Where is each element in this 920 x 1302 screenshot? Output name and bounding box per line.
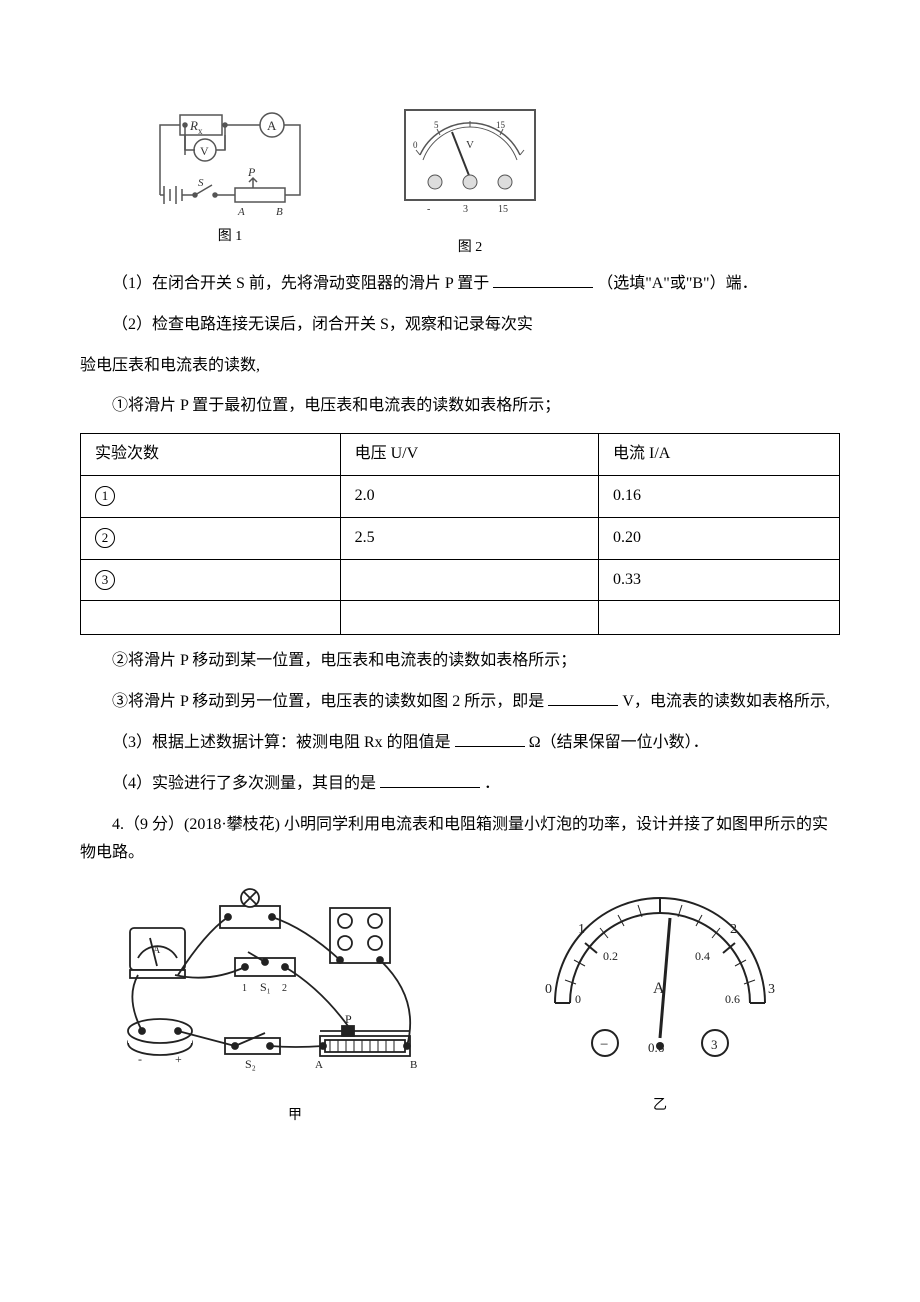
svg-text:B: B	[410, 1059, 417, 1071]
figure-1-caption: 图 1	[140, 224, 320, 249]
svg-text:S: S	[198, 177, 204, 189]
q3-text-b: Ω（结果保留一位小数）．	[529, 734, 709, 751]
q1-text-b: （选填"A"或"B"）端．	[597, 275, 757, 292]
table-cell	[340, 559, 598, 601]
q4-text-b: ．	[484, 775, 500, 792]
q1-blank[interactable]	[493, 272, 593, 288]
figure-1: R x A P A B S	[140, 100, 320, 250]
figure-2: 0 5 15 V - 3 15 图 2	[390, 100, 550, 250]
question-2-step3: ③将滑片 P 移动到另一位置，电压表的读数如图 2 所示，即是 V，电流表的读数…	[80, 688, 840, 717]
table-header: 电压 U/V	[340, 434, 598, 476]
question-2-step2: ②将滑片 P 移动到某一位置，电压表和电流表的读数如表格所示；	[80, 647, 840, 676]
svg-text:2: 2	[282, 983, 287, 994]
svg-text:+: +	[175, 1052, 182, 1066]
svg-text:0.6: 0.6	[725, 992, 740, 1006]
svg-text:3: 3	[711, 1037, 718, 1052]
svg-text:-: -	[138, 1052, 142, 1066]
svg-text:0: 0	[575, 992, 581, 1006]
table-row: 1 2.0 0.16	[81, 475, 840, 517]
svg-text:5: 5	[434, 120, 439, 130]
table-row: 2 2.5 0.20	[81, 517, 840, 559]
q3-text-a: （3）根据上述数据计算：被测电阻 Rx 的阻值是	[112, 734, 451, 751]
svg-text:A: A	[153, 945, 161, 956]
svg-text:0: 0	[413, 140, 418, 150]
table-header: 实验次数	[81, 434, 341, 476]
table-cell: 0.16	[598, 475, 839, 517]
svg-text:S₁: S₁	[260, 980, 271, 994]
svg-text:0: 0	[545, 982, 552, 997]
svg-text:-: -	[427, 204, 430, 215]
svg-text:R: R	[189, 118, 198, 133]
svg-text:x: x	[198, 126, 203, 136]
question-2-step1: ①将滑片 P 置于最初位置，电压表和电流表的读数如表格所示；	[80, 392, 840, 421]
figure-2-caption: 图 2	[390, 235, 550, 260]
q1-text-a: （1）在闭合开关 S 前，先将滑动变阻器的滑片 P 置于	[112, 275, 489, 292]
svg-text:15: 15	[496, 120, 506, 130]
figures-row-top: R x A P A B S	[80, 100, 840, 250]
svg-text:−: −	[600, 1037, 608, 1053]
table-blank-row	[81, 601, 840, 635]
data-table: 实验次数 电压 U/V 电流 I/A 1 2.0 0.16 2 2.5 0.20…	[80, 433, 840, 635]
q3-blank[interactable]	[455, 731, 525, 747]
q4-blank[interactable]	[380, 772, 480, 788]
table-header-row: 实验次数 电压 U/V 电流 I/A	[81, 434, 840, 476]
figure-yi: 0 1 2 3 0 0.2 0.4 0.6 A − 0.6 3 乙	[530, 888, 790, 1118]
row-num: 3	[95, 570, 115, 590]
svg-text:P: P	[247, 165, 256, 179]
svg-text:V: V	[200, 144, 209, 158]
svg-text:3: 3	[463, 204, 468, 215]
svg-text:0.4: 0.4	[695, 949, 710, 963]
question-5: 4.（9 分）(2018·攀枝花) 小明同学利用电流表和电阻箱测量小灯泡的功率，…	[80, 811, 840, 869]
svg-text:A: A	[237, 206, 245, 218]
figures-row-bottom: A	[120, 888, 840, 1118]
svg-text:A: A	[315, 1059, 323, 1071]
table-cell: 2.5	[340, 517, 598, 559]
svg-text:1: 1	[242, 983, 247, 994]
table-header: 电流 I/A	[598, 434, 839, 476]
svg-text:S₂: S₂	[245, 1057, 256, 1071]
question-1: （1）在闭合开关 S 前，先将滑动变阻器的滑片 P 置于 （选填"A"或"B"）…	[80, 270, 840, 299]
table-cell: 0.20	[598, 517, 839, 559]
svg-text:A: A	[267, 118, 277, 133]
svg-text:0.2: 0.2	[603, 949, 618, 963]
question-2-intro: （2）检查电路连接无误后，闭合开关 S，观察和记录每次实	[80, 311, 840, 340]
row-num: 1	[95, 486, 115, 506]
table-cell: 0.33	[598, 559, 839, 601]
q2b-step3b: V，电流表的读数如表格所示,	[622, 693, 830, 710]
question-4: （4）实验进行了多次测量，其目的是 ．	[80, 770, 840, 799]
svg-text:1: 1	[578, 922, 585, 937]
question-2-intro2: 验电压表和电流表的读数,	[80, 352, 840, 381]
row-num: 2	[95, 528, 115, 548]
table-row: 3 0.33	[81, 559, 840, 601]
figure-jia-caption: 甲	[120, 1103, 470, 1128]
svg-text:3: 3	[768, 982, 775, 997]
q2b-blank[interactable]	[548, 690, 618, 706]
svg-text:B: B	[276, 206, 283, 218]
q2b-step3a: ③将滑片 P 移动到另一位置，电压表的读数如图 2 所示，即是	[112, 693, 544, 710]
q4-text-a: （4）实验进行了多次测量，其目的是	[112, 775, 376, 792]
svg-text:15: 15	[498, 204, 508, 215]
figure-jia: A	[120, 888, 470, 1118]
figure-yi-caption: 乙	[530, 1093, 790, 1118]
table-cell: 2.0	[340, 475, 598, 517]
svg-text:V: V	[466, 139, 474, 151]
question-3: （3）根据上述数据计算：被测电阻 Rx 的阻值是 Ω（结果保留一位小数）．	[80, 729, 840, 758]
svg-text:2: 2	[730, 922, 737, 937]
